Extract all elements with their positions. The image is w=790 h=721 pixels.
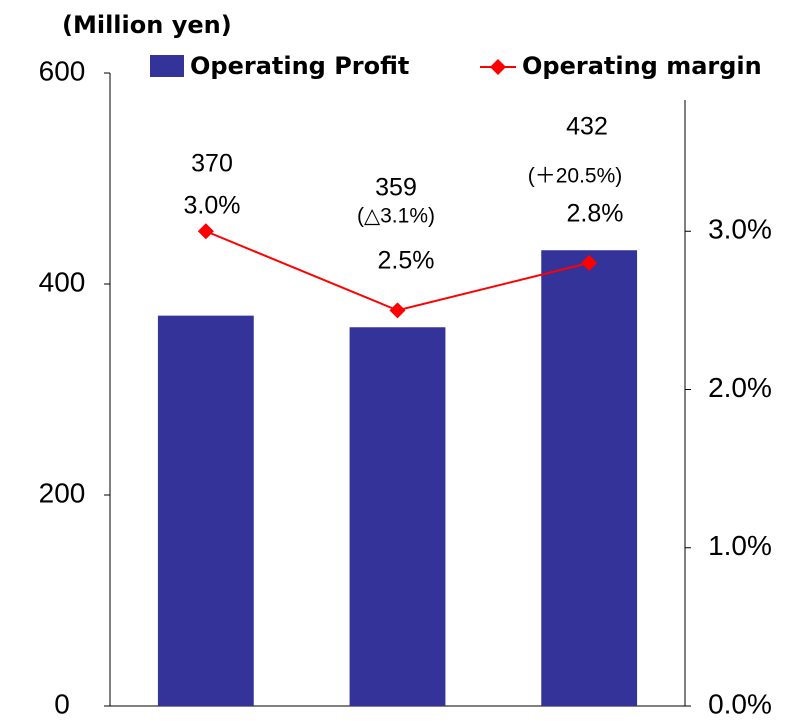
margin-value-label: 2.8%: [567, 200, 624, 228]
y2-tick-label: 1.0%: [708, 530, 772, 561]
y-tick-label: 600: [39, 55, 86, 86]
legend-marker: [490, 59, 506, 75]
margin-value-label: 2.5%: [378, 247, 435, 275]
y-tick-label: 0: [54, 688, 70, 719]
change-annotation: (△3.1%): [357, 205, 435, 228]
bar: [349, 327, 446, 706]
legend-label: Operating Profit: [190, 52, 409, 80]
y-tick-label: 400: [39, 266, 86, 297]
bar-value-label: 359: [375, 174, 417, 202]
margin-marker: [197, 223, 214, 240]
change-annotation: (＋20.5%): [528, 165, 623, 188]
margin-marker: [581, 254, 598, 271]
legend-label: Operating margin: [522, 52, 762, 80]
bar: [157, 315, 254, 706]
legend-swatch: [150, 55, 184, 77]
unit-label: (Million yen): [62, 11, 232, 39]
margin-value-label: 3.0%: [184, 192, 241, 220]
y2-tick-label: 2.0%: [708, 372, 772, 403]
bar-value-label: 370: [191, 150, 233, 178]
y2-tick-label: 0.0%: [708, 688, 772, 719]
bar-value-label: 432: [566, 113, 608, 141]
y2-tick-label: 3.0%: [708, 214, 772, 245]
bar: [541, 250, 638, 707]
margin-marker: [389, 302, 406, 319]
y-tick-label: 200: [39, 477, 86, 508]
